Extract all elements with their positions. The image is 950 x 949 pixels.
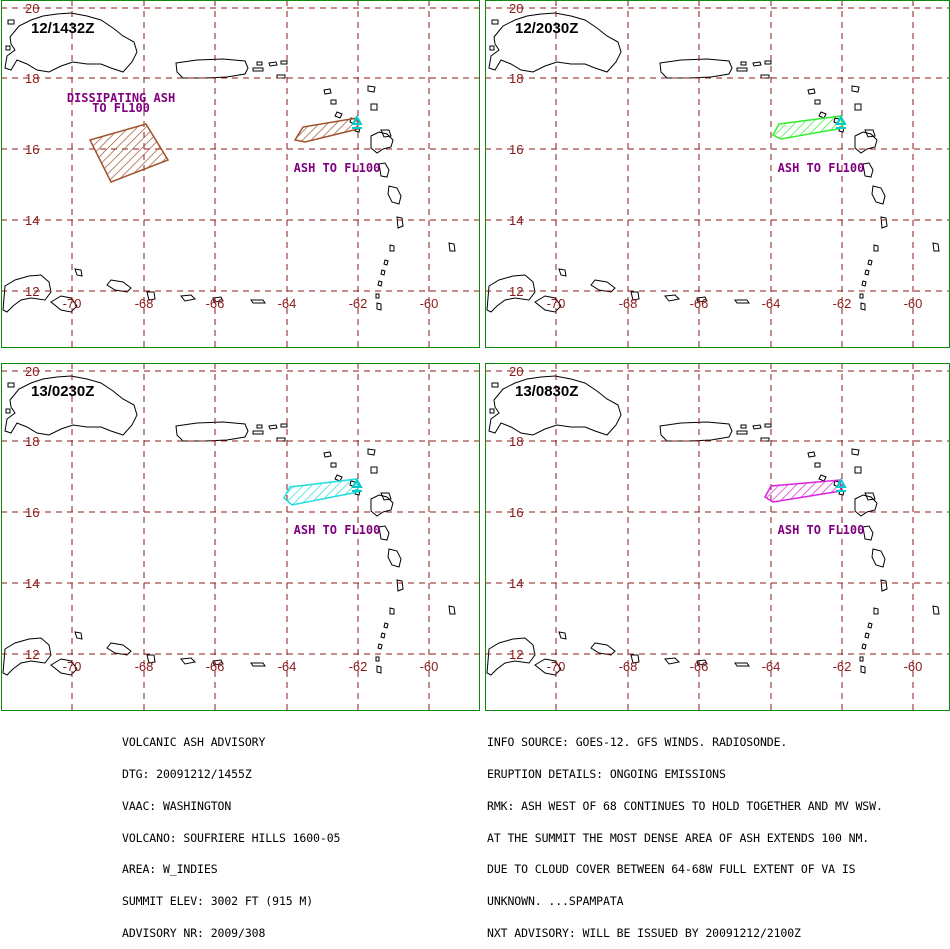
lat-label: 12	[25, 284, 39, 299]
map-panel-4: 20 18 16 14 12 -70 -68 -66 -64 -62 -60 ASH TO FL100…	[485, 363, 950, 711]
lon-label: -62	[349, 659, 368, 674]
lat-lon-grid	[485, 363, 950, 711]
ash-label: ASH TO FL100	[294, 523, 381, 537]
panel-time-label: 13/0230Z	[31, 383, 94, 400]
advisory-line: SUMMIT ELEV: 3002 FT (915 M)	[122, 894, 314, 909]
lat-lon-grid	[1, 0, 480, 348]
lon-label: -70	[63, 296, 82, 311]
ash-cloud	[771, 115, 844, 140]
lat-label: 20	[509, 1, 523, 16]
advisory-line: VAAC: WASHINGTON	[122, 798, 232, 813]
advisory-line: RMK: ASH WEST OF 68 CONTINUES TO HOLD TO…	[487, 798, 883, 813]
lat-label: 20	[509, 364, 523, 379]
lon-label: -68	[135, 659, 154, 674]
ash-cloud	[283, 478, 359, 506]
ash-label: ASH TO FL100	[778, 523, 865, 537]
lat-label: 12	[25, 647, 39, 662]
lat-label: 20	[25, 364, 39, 379]
lon-label: -64	[762, 296, 781, 311]
advisory-line: AT THE SUMMIT THE MOST DENSE AREA OF ASH…	[487, 830, 870, 845]
lon-label: -66	[206, 659, 225, 674]
lat-label: 18	[509, 434, 523, 449]
ash-label: DISSIPATING ASH	[67, 91, 175, 105]
advisory-right: INFO SOURCE: GOES-12. GFS WINDS. RADIOSO…	[487, 716, 883, 949]
ash-label: TO FL100	[92, 101, 150, 115]
lat-label: 14	[25, 576, 39, 591]
advisory-line: NXT ADVISORY: WILL BE ISSUED BY 20091212…	[487, 925, 801, 940]
lat-label: 18	[509, 71, 523, 86]
map-canvas: 20 18 16 14 12 -70 -68 -66 -64 -62 -60 ASH TO FL100…	[485, 363, 950, 711]
lat-label: 12	[509, 647, 523, 662]
panel-frame	[1, 363, 480, 711]
lat-label: 14	[25, 213, 39, 228]
map-canvas: 20 18 16 14 12 -70 -68 -66 -64 -62 -60 ASH TO FL100…	[485, 0, 950, 348]
advisory-line: ADVISORY NR: 2009/308	[122, 925, 266, 940]
lon-label: -66	[690, 296, 709, 311]
volcano-summit-marker	[835, 114, 847, 129]
lon-label: -68	[619, 296, 638, 311]
advisory-line: VOLCANIC ASH ADVISORY	[122, 735, 266, 750]
lon-label: -64	[278, 296, 297, 311]
panel-time-label: 13/0830Z	[515, 383, 578, 400]
volcano-summit-marker	[351, 477, 363, 492]
advisory-line: INFO SOURCE: GOES-12. GFS WINDS. RADIOSO…	[487, 735, 788, 750]
panel-time-label: 12/1432Z	[31, 20, 94, 37]
lon-label: -62	[349, 296, 368, 311]
volcano-summit-marker	[351, 114, 363, 129]
lat-label: 20	[25, 1, 39, 16]
lat-lon-grid	[1, 363, 480, 711]
lon-label: -68	[619, 659, 638, 674]
coastline	[486, 375, 940, 676]
map-canvas: 20 18 16 14 12 -70 -68 -66 -64 -62 -60 ASH TO FL100…	[1, 363, 480, 711]
ash-label: ASH TO FL100	[778, 161, 865, 175]
lat-label: 16	[509, 142, 523, 157]
lon-label: -62	[833, 296, 852, 311]
lat-label: 14	[509, 576, 523, 591]
advisory-line: UNKNOWN. ...SPAMPATA	[487, 894, 624, 909]
lon-label: -60	[420, 296, 439, 311]
panel-time-label: 12/2030Z	[515, 20, 578, 37]
volcano-summit-marker	[835, 477, 847, 492]
map-panel-3: 20 18 16 14 12 -70 -68 -66 -64 -62 -60 ASH TO FL100…	[1, 363, 480, 711]
lat-label: 18	[25, 71, 39, 86]
lon-label: -66	[690, 659, 709, 674]
lat-label: 14	[509, 213, 523, 228]
lat-label: 16	[25, 142, 39, 157]
lat-lon-grid	[485, 0, 950, 348]
lon-label: -60	[904, 659, 923, 674]
lat-label: 12	[509, 284, 523, 299]
ash-cloud	[764, 479, 842, 503]
advisory-line: DTG: 20091212/1455Z	[122, 766, 252, 781]
advisory-line: VOLCANO: SOUFRIERE HILLS 1600-05	[122, 830, 341, 845]
lon-label: -70	[547, 659, 566, 674]
advisory-line: ERUPTION DETAILS: ONGOING EMISSIONS	[487, 766, 726, 781]
lat-label: 16	[509, 505, 523, 520]
map-panel-1: 20 18 16 14 12 -70 -68 -66 -64 -62 -60 DISSIPATING …	[1, 0, 480, 348]
lon-label: -60	[420, 659, 439, 674]
ash-cloud	[88, 117, 359, 183]
coastline	[486, 12, 940, 313]
lat-label: 16	[25, 505, 39, 520]
lon-label: -64	[762, 659, 781, 674]
advisory-line: DUE TO CLOUD COVER BETWEEN 64-68W FULL E…	[487, 862, 856, 877]
advisory-left: VOLCANIC ASH ADVISORY DTG: 20091212/1455…	[122, 716, 340, 949]
panel-frame	[1, 0, 480, 348]
coastline	[2, 12, 456, 313]
lat-label: 18	[25, 434, 39, 449]
lon-label: -70	[547, 296, 566, 311]
lon-label: -68	[135, 296, 154, 311]
lon-label: -60	[904, 296, 923, 311]
lon-label: -70	[63, 659, 82, 674]
map-panel-2: 20 18 16 14 12 -70 -68 -66 -64 -62 -60 ASH TO FL100…	[485, 0, 950, 348]
coastline	[2, 375, 456, 676]
lon-label: -62	[833, 659, 852, 674]
lon-label: -66	[206, 296, 225, 311]
map-canvas: 20 18 16 14 12 -70 -68 -66 -64 -62 -60 DISSIPATING …	[1, 0, 480, 348]
lon-label: -64	[278, 659, 297, 674]
advisory-line: AREA: W_INDIES	[122, 862, 218, 877]
ash-label: ASH TO FL100	[294, 161, 381, 175]
